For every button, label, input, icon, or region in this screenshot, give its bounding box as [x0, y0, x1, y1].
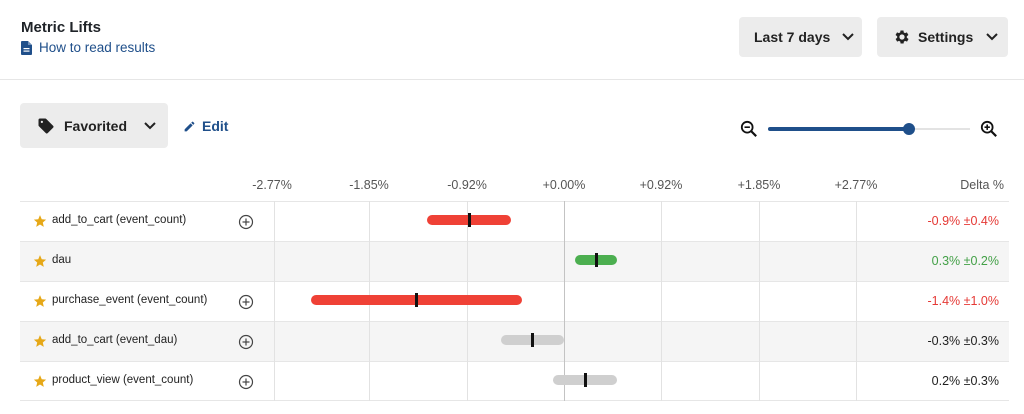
point-estimate-marker — [531, 333, 535, 347]
chevron-down-icon — [144, 121, 156, 129]
chevron-down-icon — [986, 33, 998, 41]
point-estimate-marker — [468, 213, 472, 227]
document-icon — [21, 40, 32, 55]
point-estimate-marker — [594, 253, 598, 267]
date-range-label: Last 7 days — [754, 29, 831, 45]
star-icon[interactable] — [33, 214, 47, 228]
edit-label: Edit — [202, 118, 229, 134]
confidence-interval-bar[interactable] — [426, 213, 512, 227]
confidence-interval-bar[interactable] — [500, 333, 564, 347]
axis-tick-label: +2.77% — [834, 178, 878, 192]
table-row: dau 0.3% ±0.2% — [20, 241, 1009, 281]
star-icon[interactable] — [33, 334, 47, 348]
axis-tick-label: +0.92% — [639, 178, 683, 192]
zoom-out-icon[interactable] — [740, 120, 758, 138]
delta-value: -0.3% ±0.3% — [927, 334, 999, 348]
help-link-label: How to read results — [39, 40, 156, 55]
zoom-fill — [768, 127, 910, 131]
delta-value: 0.3% ±0.2% — [931, 254, 999, 268]
axis-tick-label: +1.85% — [737, 178, 781, 192]
table-row: purchase_event (event_count) -1.4% ±1.0% — [20, 281, 1009, 321]
zoom-slider-thumb[interactable] — [903, 123, 916, 135]
chevron-down-icon — [842, 33, 854, 41]
axis-tick-label: -1.85% — [349, 178, 389, 192]
star-icon[interactable] — [33, 374, 47, 388]
metric-name[interactable]: product_view (event_count) — [52, 374, 194, 386]
settings-label: Settings — [918, 29, 974, 45]
table-bottom-divider — [20, 400, 1009, 401]
metric-name[interactable]: purchase_event (event_count) — [52, 294, 208, 306]
axis-tick-label: -2.77% — [252, 178, 292, 192]
confidence-interval-bar[interactable] — [311, 293, 522, 307]
tag-icon — [38, 118, 54, 133]
zoom-control — [740, 118, 1002, 140]
metric-name[interactable]: add_to_cart (event_count) — [52, 214, 187, 226]
table-row: product_view (event_count) 0.2% ±0.3% — [20, 361, 1009, 401]
zoom-in-icon[interactable] — [980, 120, 998, 138]
pencil-icon — [184, 121, 195, 131]
delta-value: 0.2% ±0.3% — [931, 374, 999, 388]
add-circle-icon[interactable] — [238, 334, 254, 350]
page-title: Metric Lifts — [21, 19, 102, 36]
add-circle-icon[interactable] — [238, 294, 254, 310]
point-estimate-marker — [415, 293, 419, 307]
date-range-dropdown[interactable]: Last 7 days — [739, 17, 862, 57]
add-circle-icon[interactable] — [238, 374, 254, 390]
metric-name[interactable]: add_to_cart (event_dau) — [52, 334, 178, 346]
delta-value: -0.9% ±0.4% — [927, 214, 999, 228]
how-to-read-link[interactable]: How to read results — [21, 40, 155, 55]
settings-dropdown[interactable]: Settings — [877, 17, 1008, 57]
star-icon[interactable] — [33, 294, 47, 308]
axis-tick-label: -0.92% — [447, 178, 487, 192]
delta-column-header: Delta % — [960, 178, 1004, 192]
point-estimate-marker — [584, 373, 588, 387]
delta-value: -1.4% ±1.0% — [927, 294, 999, 308]
table-row: add_to_cart (event_count) -0.9% ±0.4% — [20, 201, 1009, 241]
metric-name[interactable]: dau — [52, 254, 72, 266]
tag-filter-dropdown[interactable]: Favorited — [20, 103, 168, 148]
add-circle-icon[interactable] — [238, 214, 254, 230]
edit-link[interactable]: Edit — [183, 118, 228, 134]
page-header: Metric Lifts How to read results Last 7 … — [0, 0, 1024, 80]
confidence-interval-bar[interactable] — [553, 373, 617, 387]
tag-filter-label: Favorited — [64, 117, 128, 134]
gear-icon — [895, 30, 909, 44]
star-icon[interactable] — [33, 254, 47, 268]
confidence-interval-bar[interactable] — [574, 253, 617, 267]
axis-tick-label: +0.00% — [542, 178, 586, 192]
